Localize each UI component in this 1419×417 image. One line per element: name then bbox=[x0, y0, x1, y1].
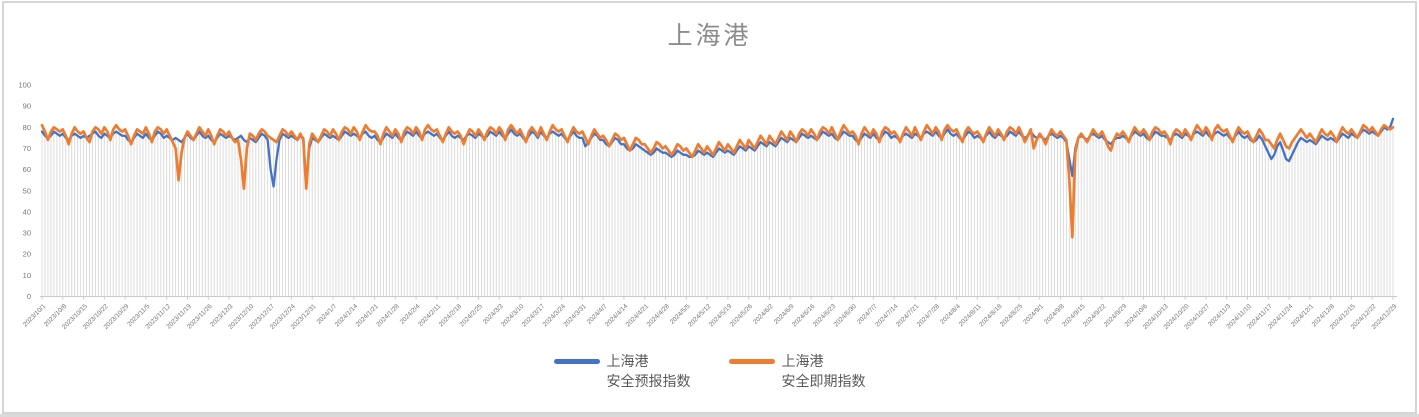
y-tick-label: 90 bbox=[23, 102, 31, 111]
x-axis-ticks bbox=[41, 296, 1394, 300]
chart-title: 上海港 bbox=[667, 22, 752, 50]
legend-entry-spot[interactable]: 上海港 安全即期指数 bbox=[728, 351, 866, 391]
y-tick-label: 100 bbox=[18, 81, 31, 90]
y-tick-label: 40 bbox=[23, 207, 31, 216]
y-tick-label: 50 bbox=[23, 186, 31, 195]
y-tick-label: 60 bbox=[23, 165, 31, 174]
series-line-spot bbox=[40, 123, 1395, 239]
legend-label-spot: 上海港 安全即期指数 bbox=[782, 351, 866, 391]
y-tick-label: 70 bbox=[23, 144, 31, 153]
y-tick-label: 10 bbox=[23, 271, 31, 280]
legend-label-forecast-line1: 上海港 bbox=[606, 353, 649, 369]
legend-swatch-forecast-line bbox=[553, 359, 600, 364]
x-tick-label: 2024/8/25 bbox=[999, 303, 1025, 329]
legend-swatch-spot-line bbox=[728, 359, 775, 364]
x-tick-label: 2024/2/25 bbox=[458, 303, 484, 329]
x-tick-label: 2024/7/28 bbox=[916, 303, 942, 329]
bottom-edge-strip bbox=[0, 414, 1419, 417]
x-tick-label: 2024/6/30 bbox=[833, 303, 859, 329]
legend-label-forecast: 上海港 安全预报指数 bbox=[607, 351, 691, 391]
x-tick-label: 2024/9/1 bbox=[1022, 303, 1045, 326]
legend-entry-forecast[interactable]: 上海港 安全预报指数 bbox=[553, 351, 691, 391]
x-tick-label: 2024/6/2 bbox=[752, 303, 775, 326]
legend[interactable]: 上海港 安全预报指数 上海港 安全即期指数 bbox=[553, 351, 866, 391]
y-tick-label: 20 bbox=[23, 250, 31, 259]
y-tick-label: 30 bbox=[23, 229, 31, 238]
y-tick-label: 0 bbox=[27, 292, 31, 301]
legend-label-spot-line1: 上海港 bbox=[781, 353, 824, 369]
x-tick-label: 2024/5/26 bbox=[729, 303, 755, 329]
x-tick-label: 2024/1/28 bbox=[375, 303, 401, 329]
x-tick-label: 2024/3/31 bbox=[562, 303, 588, 329]
x-tick-label: 2024/4/28 bbox=[646, 303, 672, 329]
legend-label-forecast-line2: 安全预报指数 bbox=[606, 373, 691, 389]
y-tick-label: 80 bbox=[23, 123, 31, 132]
legend-label-spot-line2: 安全即期指数 bbox=[781, 373, 866, 389]
drop-lines bbox=[41, 118, 1394, 297]
